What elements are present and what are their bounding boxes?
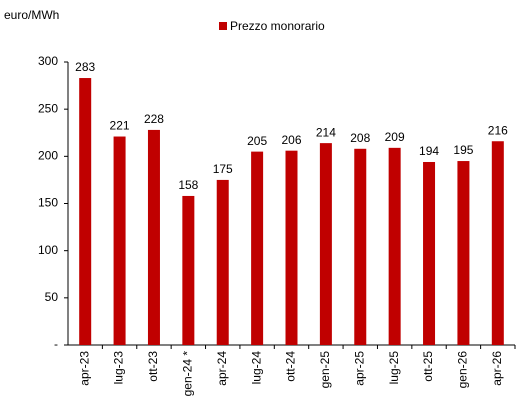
bar xyxy=(216,179,229,345)
x-tick-label: lug-24 xyxy=(249,351,263,385)
legend-swatch xyxy=(219,22,227,30)
x-tick-label: ott-25 xyxy=(421,351,435,382)
x-tick-label: apr-26 xyxy=(490,351,504,386)
data-label: 214 xyxy=(316,125,336,139)
bar xyxy=(423,161,436,345)
data-label: 195 xyxy=(453,143,473,157)
data-label: 205 xyxy=(247,134,267,148)
x-tick-label: gen-25 xyxy=(318,351,332,389)
data-label: 216 xyxy=(488,123,508,137)
bar xyxy=(319,143,332,345)
data-label: 206 xyxy=(281,133,301,147)
y-tick-label: 50 xyxy=(45,290,59,304)
bar xyxy=(147,129,160,345)
data-label: 221 xyxy=(110,119,130,133)
x-tick-label: apr-25 xyxy=(352,351,366,386)
y-tick-label: 250 xyxy=(38,101,58,115)
bar xyxy=(79,78,92,345)
y-tick-label: 200 xyxy=(38,149,58,163)
data-label: 158 xyxy=(178,178,198,192)
x-tick-label: apr-23 xyxy=(77,351,91,386)
y-tick-label: 150 xyxy=(38,196,58,210)
bar xyxy=(285,150,298,345)
y-tick-label: 300 xyxy=(38,54,58,68)
x-tick-label: gen-26 xyxy=(456,351,470,389)
x-tick-label: ott-24 xyxy=(284,351,298,382)
bar xyxy=(251,151,264,345)
data-label: 228 xyxy=(144,112,164,126)
bar xyxy=(491,141,504,345)
bar xyxy=(354,148,367,345)
legend-label: Prezzo monorario xyxy=(230,19,325,33)
data-label: 283 xyxy=(75,60,95,74)
data-label: 209 xyxy=(385,130,405,144)
y-tick-label: - xyxy=(54,337,58,351)
y-axis-title: euro/MWh xyxy=(4,8,59,22)
x-tick-label: gen-24 * xyxy=(181,351,195,397)
data-label: 208 xyxy=(350,131,370,145)
y-tick-label: 100 xyxy=(38,243,58,257)
data-label: 194 xyxy=(419,144,439,158)
bar xyxy=(388,147,401,345)
x-tick-label: lug-23 xyxy=(112,351,126,385)
data-label: 175 xyxy=(213,162,233,176)
x-tick-label: ott-23 xyxy=(146,351,160,382)
x-tick-label: apr-24 xyxy=(215,351,229,386)
x-tick-label: lug-25 xyxy=(387,351,401,385)
bar xyxy=(182,195,195,345)
bar xyxy=(457,161,470,345)
bar xyxy=(113,136,126,345)
